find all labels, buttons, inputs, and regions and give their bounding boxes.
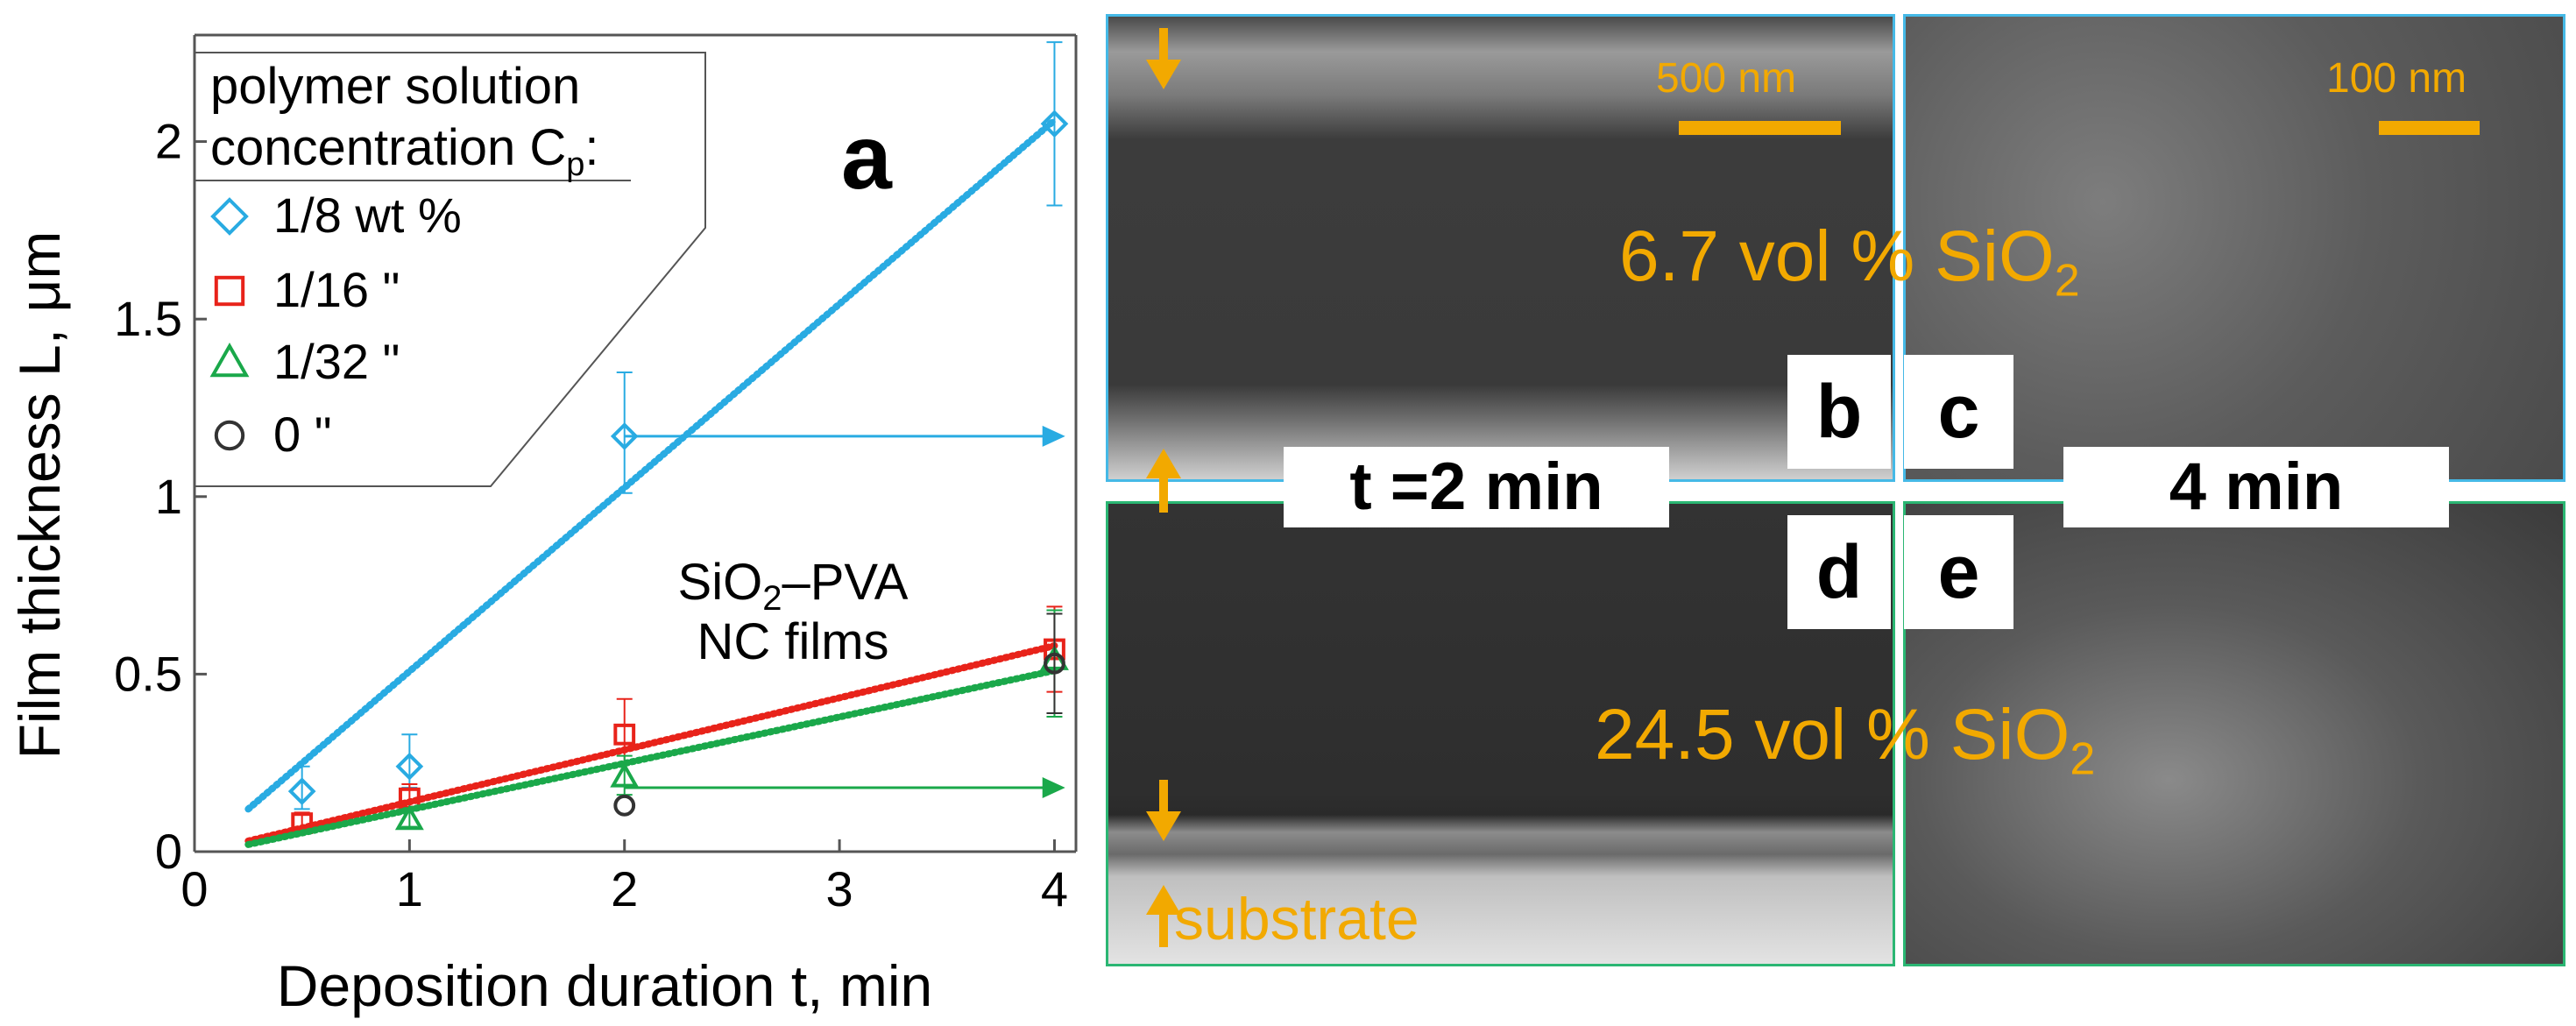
legend-box: polymer solution concentration Cp: (194, 52, 706, 487)
arrow-bottom-down-stem (1159, 780, 1168, 813)
y-tick-label: 1 (155, 469, 182, 524)
guide-arrow-head (1042, 777, 1065, 799)
scale-bar-c (2379, 121, 2480, 135)
arrow-bottom-down-icon (1146, 811, 1181, 841)
legend-marker (209, 342, 250, 378)
legend-label: 1/32 " (273, 334, 400, 389)
arrow-top-up-stem (1159, 478, 1168, 513)
x-axis-label: Deposition duration t, min (277, 953, 932, 1018)
legend-label: 1/8 wt % (273, 188, 462, 243)
micrograph-d (1106, 501, 1895, 966)
panel-label-d: d (1787, 515, 1891, 629)
x-tick-label: 4 (1041, 861, 1068, 916)
fit-line-core (247, 668, 1055, 847)
micrograph-e (1903, 501, 2565, 966)
x-tick-label: 2 (611, 861, 638, 916)
y-tick-label: 2 (155, 114, 182, 169)
data-point (610, 422, 639, 450)
fit-line-core (246, 118, 1057, 811)
data-point (1044, 652, 1065, 675)
fit-line-core (247, 643, 1056, 844)
x-tick-label: 0 (180, 861, 208, 916)
data-point (287, 777, 316, 805)
panel-label-a: a (841, 107, 893, 209)
micrograph-b (1106, 14, 1895, 482)
x-tick-label: 3 (826, 861, 853, 916)
y-tick-label: 0 (155, 824, 182, 879)
legend-marker (210, 197, 249, 236)
arrow-top-down-icon (1146, 60, 1181, 89)
substrate-label: substrate (1174, 886, 1419, 952)
data-point (613, 794, 636, 817)
time-label-left: t =2 min (1284, 447, 1669, 527)
legend-label: 0 " (273, 407, 332, 462)
composition-label-top: 6.7 vol % SiO2 (1619, 216, 2080, 307)
legend-label: 1/16 " (273, 262, 400, 317)
arrow-top-down-stem (1159, 28, 1168, 61)
legend-marker (214, 420, 245, 451)
panel-label-c: c (1904, 355, 2013, 469)
time-label-right: 4 min (2063, 447, 2449, 527)
guide-arrow-head (1042, 425, 1065, 447)
data-point (1040, 110, 1069, 138)
scale-label-b: 500 nm (1656, 55, 1797, 102)
arrow-top-up-icon (1146, 449, 1181, 478)
data-point (610, 761, 640, 788)
x-tick-label: 1 (396, 861, 423, 916)
data-point (394, 804, 424, 831)
y-axis-label: Film thickness L, μm (7, 231, 72, 760)
y-tick-label: 0.5 (114, 646, 182, 701)
scale-label-c: 100 nm (2326, 55, 2467, 102)
annotation-line1: SiO2–PVA (678, 554, 909, 618)
legend-title-line2: concentration Cp: (210, 119, 599, 183)
arrow-bottom-up-icon (1146, 885, 1181, 915)
panel-label-e: e (1904, 515, 2013, 629)
scale-bar-b (1679, 121, 1841, 135)
legend-title-line1: polymer solution (210, 58, 580, 115)
composition-label-bottom: 24.5 vol % SiO2 (1595, 695, 2096, 785)
thickness-chart: polymer solution concentration Cp: 0 1 2 3 4… (7, 33, 1078, 1018)
data-point (395, 752, 424, 781)
annotation-line2: NC films (697, 613, 888, 670)
panel-label-b: b (1787, 355, 1891, 469)
arrow-bottom-up-stem (1159, 914, 1168, 947)
data-point (613, 723, 636, 746)
legend-marker (214, 275, 245, 307)
y-tick-label: 1.5 (114, 291, 182, 346)
